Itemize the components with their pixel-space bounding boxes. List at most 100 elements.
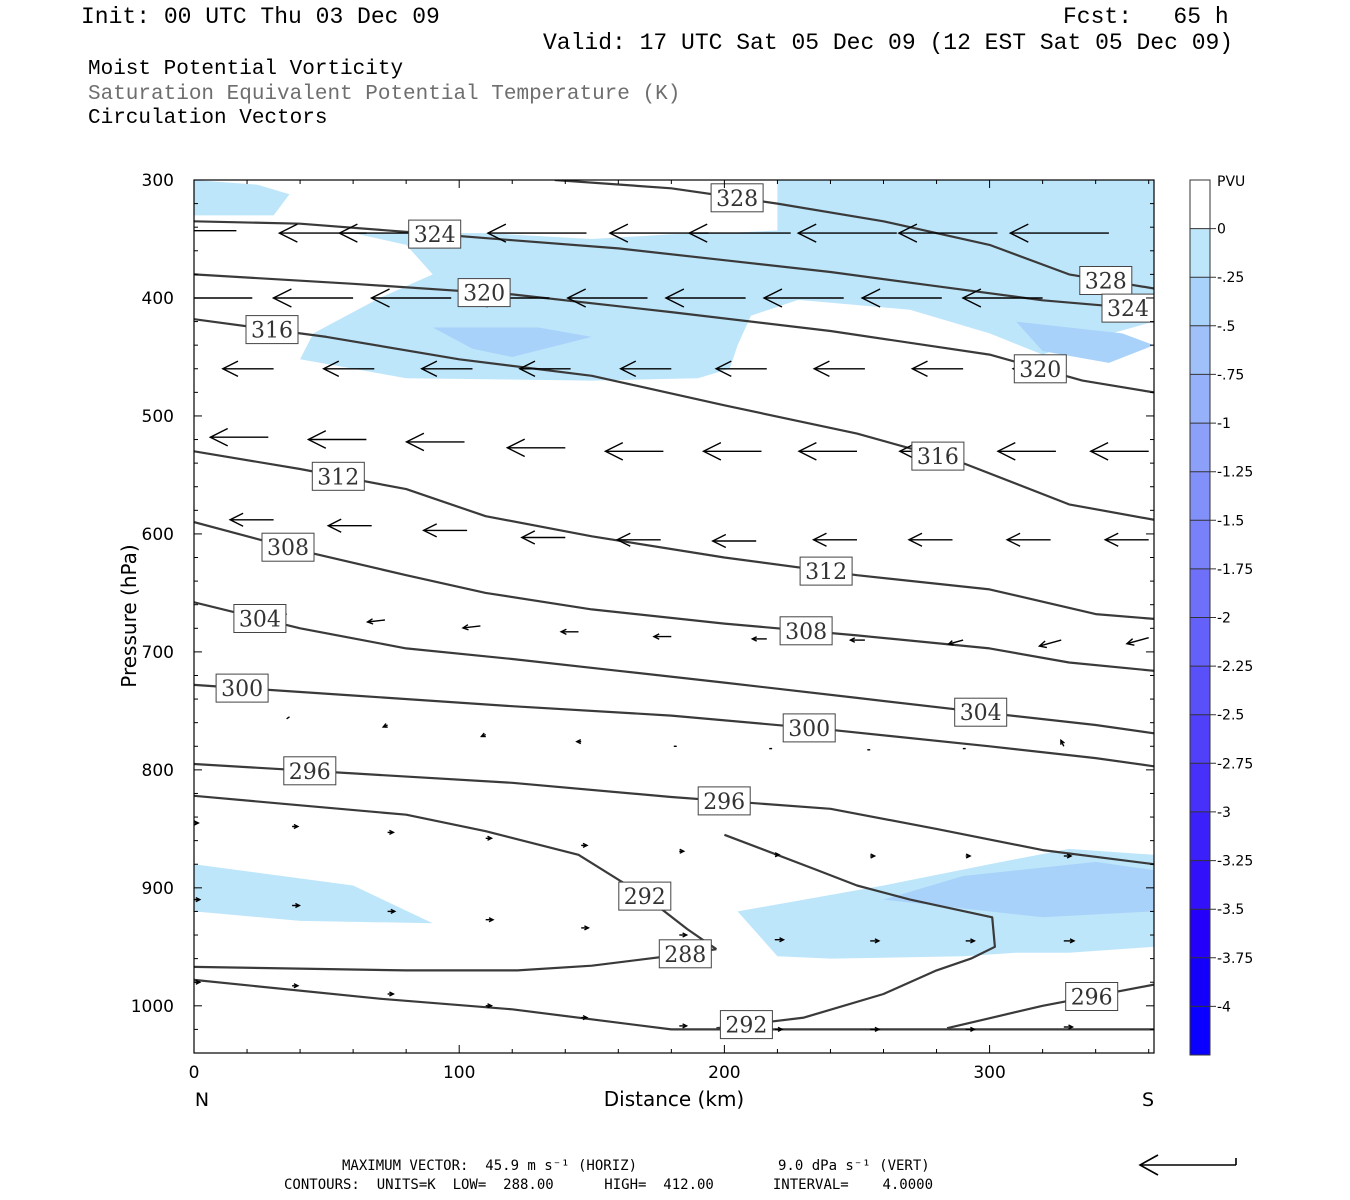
contour-label-box — [1013, 354, 1067, 384]
theta-es-contour — [194, 762, 1154, 866]
contour-label-text: 316 — [917, 445, 959, 470]
vector-head — [293, 983, 300, 989]
colorbar-segment — [1190, 714, 1210, 764]
circulation-vector — [485, 1003, 494, 1009]
circulation-vector — [322, 360, 375, 378]
contour-label: 316 — [911, 441, 965, 471]
contour-label-box — [1079, 266, 1133, 295]
contour-label-text: 292 — [624, 885, 666, 910]
south-label: S — [1142, 1089, 1154, 1111]
circulation-vector — [292, 983, 300, 989]
vector-head — [487, 1003, 494, 1009]
vector-head — [1103, 532, 1119, 547]
vector-head — [295, 902, 301, 909]
vector-head — [221, 360, 239, 378]
contour-label: 308 — [261, 532, 315, 562]
y-axis-label: Pressure (hPa) — [117, 544, 141, 687]
pv-shaded-region — [777, 180, 1154, 355]
vector-head — [774, 852, 781, 858]
vector-head — [1066, 853, 1073, 859]
contour-label-box — [215, 673, 269, 703]
y-tick-label: 300 — [142, 171, 174, 191]
circulation-vector — [811, 532, 857, 547]
circulation-vector — [701, 441, 762, 461]
circulation-vector — [1125, 637, 1149, 646]
contour-label: 296 — [697, 786, 751, 816]
colorbar-segment — [1190, 374, 1210, 424]
circulation-vector — [870, 938, 881, 944]
vector-head — [479, 732, 486, 738]
y-tick-label: 700 — [142, 643, 174, 663]
circulation-vector — [581, 1014, 589, 1021]
colorbar-level-label: -1 — [1217, 416, 1231, 432]
vector-head — [701, 441, 722, 461]
y-tick-label: 600 — [142, 525, 174, 545]
circulation-vector — [461, 624, 481, 631]
x-tick-label: 300 — [973, 1063, 1005, 1083]
circulation-vector — [965, 938, 976, 944]
vector-head — [559, 628, 567, 636]
circulation-vector — [486, 223, 587, 243]
vector-head — [195, 896, 202, 903]
circulation-vector — [1063, 853, 1073, 859]
x-tick-label: 100 — [443, 1063, 475, 1083]
contour-label: 312 — [311, 461, 365, 491]
contour-label: 288 — [658, 939, 712, 969]
vector-head — [390, 908, 397, 915]
theta-es-contour — [194, 948, 717, 972]
vector-head — [575, 738, 582, 745]
vector-head — [389, 829, 395, 836]
vector-head — [195, 979, 202, 985]
circulation-vector — [812, 360, 865, 378]
circulation-vector — [485, 835, 494, 841]
colorbar-level-label: -3.75 — [1217, 951, 1253, 967]
contour-label-box — [911, 441, 965, 471]
circulation-vector — [1008, 223, 1109, 243]
circulation-vector — [1060, 738, 1065, 747]
theta-es-contour — [716, 833, 996, 1030]
vector-head — [797, 441, 817, 461]
pv-shaded-region — [194, 180, 290, 216]
circulation-vector — [762, 288, 844, 308]
vector-head — [664, 288, 685, 308]
vector-head — [487, 835, 494, 841]
circulation-vector — [615, 532, 661, 547]
max-vector-horiz: MAXIMUM VECTOR: 45.9 m s⁻¹ (HORIZ) — [342, 1158, 638, 1174]
contour-label-text: 296 — [1071, 986, 1113, 1011]
circulation-vector — [965, 853, 972, 859]
theta-es-contour — [194, 318, 1154, 521]
contour-label-box — [457, 278, 511, 308]
contour-label-box — [245, 315, 299, 345]
colorbar-unit: PVU — [1217, 174, 1245, 190]
contour-label: 304 — [233, 604, 287, 633]
vector-head — [603, 441, 624, 461]
vector-head — [777, 1026, 784, 1033]
vector-head — [961, 288, 982, 308]
circulation-vector — [870, 1026, 881, 1033]
contour-label: 308 — [779, 616, 833, 646]
circulation-vector — [1063, 1024, 1075, 1030]
colorbar-segment — [1190, 957, 1210, 1007]
contour-label-text: 312 — [805, 560, 847, 585]
vector-head — [711, 533, 727, 549]
circulation-vector — [870, 853, 877, 859]
colorbar-level-label: -1.25 — [1217, 465, 1253, 481]
vector-head — [584, 925, 590, 931]
theta-es-contour — [194, 273, 1154, 394]
theta-es-contour — [194, 220, 1154, 311]
circulation-vector — [194, 896, 202, 903]
colorbar-segment — [1190, 277, 1210, 327]
contour-label-text: 328 — [1085, 270, 1127, 295]
vector-head — [228, 512, 244, 527]
circulation-vector — [485, 917, 495, 923]
contour-label-text: 288 — [664, 943, 706, 968]
circulation-vector — [774, 1026, 784, 1033]
contour-label-text: 320 — [463, 282, 505, 307]
vector-head — [907, 532, 923, 547]
circulation-vector — [860, 288, 942, 308]
vector-head — [381, 723, 388, 728]
contour-label: 304 — [954, 697, 1008, 727]
circulation-vector — [221, 360, 274, 378]
colorbar-level-label: -.25 — [1217, 270, 1244, 286]
contour-label-text: 324 — [414, 223, 456, 248]
